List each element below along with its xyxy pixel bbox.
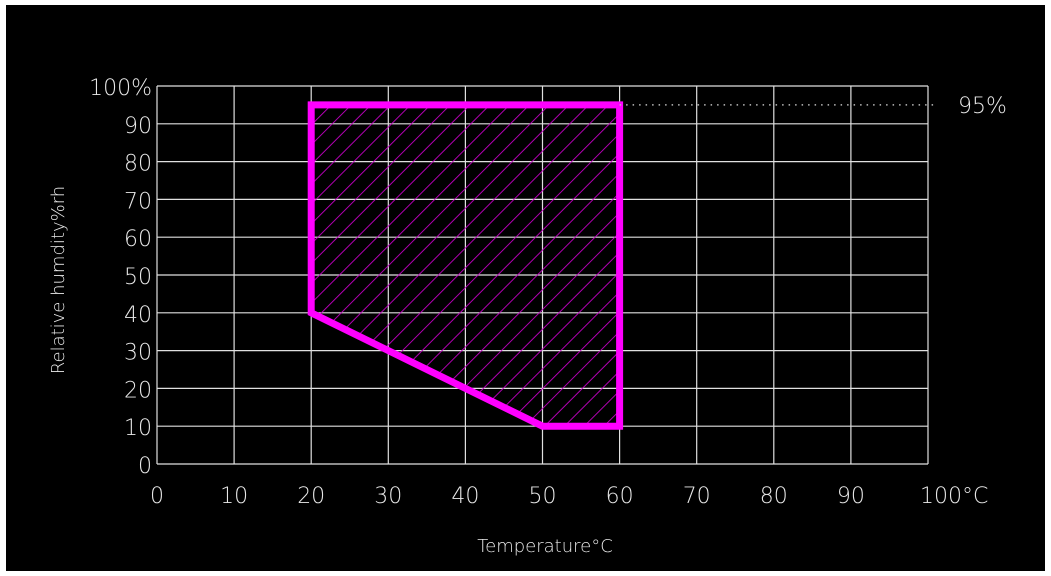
- y-tick-label: 0: [138, 454, 152, 479]
- x-tick-label: 70: [683, 484, 711, 509]
- y-tick-label: 10: [124, 416, 152, 441]
- region-outline: [307, 101, 624, 430]
- y-tick-label: 50: [124, 265, 152, 290]
- x-tick-label: 20: [297, 484, 325, 509]
- y-axis-label: Relative humdity%rh: [48, 186, 69, 374]
- x-tick-label: 30: [374, 484, 402, 509]
- y-axis-tick-labels: 0 10 20 30 40 50 60 70 80 90 100%: [89, 76, 152, 479]
- y-tick-label: 30: [124, 341, 152, 366]
- operating-region: [307, 101, 624, 430]
- y-tick-label: 70: [124, 189, 152, 214]
- y-tick-label: 100%: [89, 76, 152, 101]
- y-tick-label: 90: [124, 114, 152, 139]
- y-tick-label: 60: [124, 227, 152, 252]
- y-tick-label: 40: [124, 303, 152, 328]
- x-tick-label: 100°C: [920, 484, 988, 509]
- y-tick-label: 20: [124, 378, 152, 403]
- x-axis-tick-labels: 0 10 20 30 40 50 60 70 80 90 100°C: [150, 484, 988, 509]
- x-axis-label: Temperature°C: [477, 536, 613, 557]
- x-tick-label: 0: [150, 484, 164, 509]
- region-hatch-fill: [311, 104, 620, 427]
- x-tick-label: 50: [529, 484, 557, 509]
- x-tick-label: 90: [837, 484, 865, 509]
- x-tick-label: 80: [760, 484, 788, 509]
- y-tick-label: 80: [124, 152, 152, 177]
- reference-line-95: 95%: [619, 94, 1007, 119]
- x-tick-label: 40: [451, 484, 479, 509]
- reference-line-label: 95%: [958, 94, 1007, 119]
- x-tick-label: 10: [220, 484, 248, 509]
- x-tick-label: 60: [606, 484, 634, 509]
